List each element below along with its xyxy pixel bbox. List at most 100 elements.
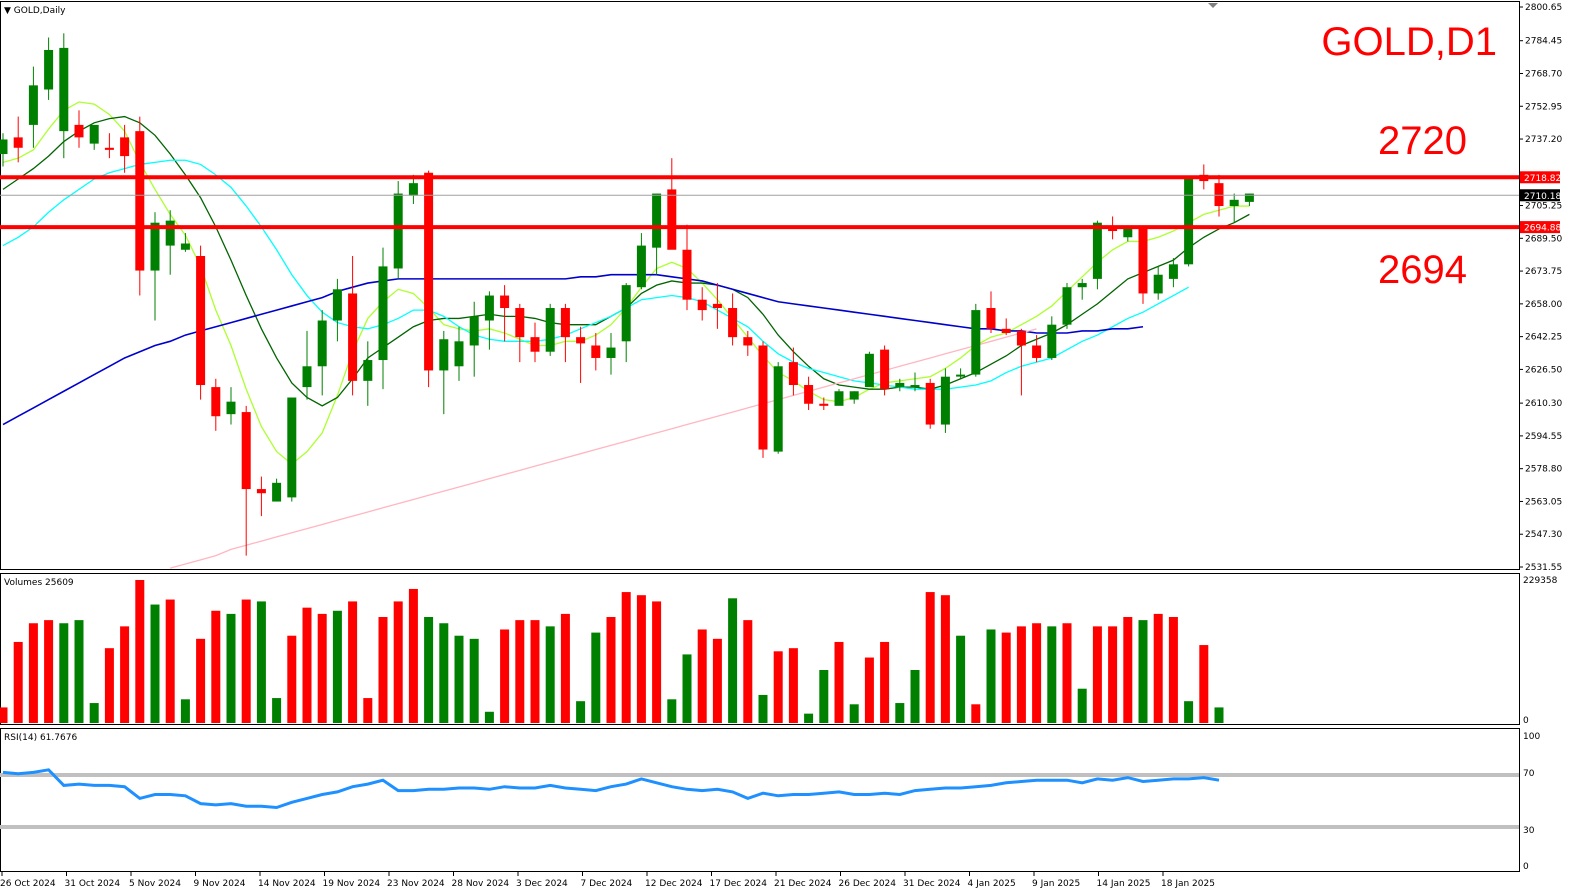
time-tick-label: 9 Jan 2025 — [1032, 879, 1080, 889]
scroll-shift-marker[interactable] — [1208, 3, 1218, 8]
volume-bar — [1001, 632, 1011, 723]
volume-bar — [652, 601, 662, 723]
candle — [454, 326, 464, 381]
level-low-label: 2694 — [1378, 248, 1467, 292]
candle-body — [576, 337, 586, 344]
volume-bar — [545, 626, 555, 723]
price-tick-label: 2689.50 — [1525, 234, 1562, 244]
candle — [0, 133, 8, 167]
volume-bar — [864, 657, 874, 723]
candle — [1062, 283, 1072, 329]
volume-bar — [530, 620, 540, 723]
time-tick-label: 9 Nov 2024 — [194, 879, 246, 889]
volume-bar — [196, 638, 206, 723]
candle-body — [1184, 176, 1194, 265]
candle — [667, 158, 677, 250]
candle — [682, 224, 692, 311]
candle-body — [1047, 324, 1057, 358]
candle-body — [728, 308, 738, 338]
candle-body — [272, 482, 282, 502]
candle — [971, 303, 981, 377]
volume-bar — [104, 648, 114, 723]
chart-title-overlay: GOLD,D1 — [1321, 20, 1497, 64]
moving-average-line — [170, 328, 1037, 569]
candle-body — [758, 345, 768, 450]
volume-bar — [211, 610, 221, 723]
candle — [1184, 176, 1194, 267]
volume-bar — [1168, 617, 1178, 723]
candle-body — [545, 308, 555, 352]
candle — [469, 301, 479, 377]
candle-body — [393, 193, 403, 269]
candle — [484, 291, 494, 350]
level-high-label: 2720 — [1378, 119, 1467, 163]
candle — [530, 322, 540, 363]
candle-body — [256, 489, 266, 494]
candle — [758, 341, 768, 458]
candle — [804, 376, 814, 410]
volume-bar — [363, 698, 373, 723]
candle-body — [408, 183, 418, 196]
candle-body — [302, 366, 312, 388]
candle-body — [560, 308, 570, 338]
candle — [591, 332, 601, 371]
volume-bar — [956, 635, 966, 723]
candle — [1001, 318, 1011, 336]
time-tick-label: 26 Dec 2024 — [839, 879, 897, 889]
candle-body — [880, 349, 890, 390]
candle-body — [1032, 345, 1042, 358]
time-tick-label: 31 Oct 2024 — [65, 879, 121, 889]
candle — [1153, 266, 1163, 300]
price-pane-label: ▼ GOLD,Daily — [4, 6, 66, 16]
volume-bar — [728, 598, 738, 723]
time-tick-label: 21 Dec 2024 — [774, 879, 832, 889]
candle-body — [1123, 228, 1133, 238]
volume-bar — [819, 670, 829, 723]
price-tick-label: 2626.50 — [1525, 365, 1562, 375]
candle-body — [1062, 287, 1072, 325]
volume-bar — [484, 711, 494, 723]
candle-body — [682, 249, 692, 300]
candle-body — [469, 316, 479, 346]
volume-bars — [0, 580, 1224, 723]
price-tick-label: 2673.75 — [1525, 267, 1562, 277]
volume-bar — [712, 638, 722, 723]
volume-bar — [150, 604, 160, 723]
candle — [940, 368, 950, 433]
volume-bar — [348, 601, 358, 723]
volume-bar — [971, 704, 981, 723]
candle-body — [1092, 222, 1102, 279]
time-tick-label: 4 Jan 2025 — [968, 879, 1016, 889]
candle-body — [241, 412, 251, 490]
volume-bar — [332, 610, 342, 723]
symbol-arrow-icon[interactable]: ▼ — [4, 6, 14, 16]
candle-body — [363, 360, 373, 381]
rsi-axis-lower: 30 — [1523, 826, 1535, 836]
volume-bar — [241, 599, 251, 723]
candle — [500, 285, 510, 342]
candle-body — [13, 137, 23, 148]
volume-bar — [424, 617, 434, 723]
rsi-pane-frame — [0, 728, 1520, 872]
candle-body — [74, 124, 84, 138]
price-tick-label: 2737.20 — [1525, 135, 1562, 145]
volume-bar — [773, 651, 783, 723]
candle-body — [120, 137, 130, 157]
volume-bar — [1047, 626, 1057, 723]
rsi-axis-bottom: 0 — [1523, 862, 1529, 872]
candle — [712, 283, 722, 329]
volume-bar — [500, 629, 510, 723]
volume-axis-zero: 0 — [1523, 716, 1529, 726]
volume-bar — [606, 617, 616, 723]
candle — [211, 378, 221, 431]
candle-body — [1229, 199, 1239, 207]
time-tick-label: 19 Nov 2024 — [323, 879, 381, 889]
candle-body — [606, 347, 616, 358]
price-tag — [1520, 221, 1560, 234]
candle-body — [180, 243, 190, 250]
candle — [74, 110, 84, 148]
rsi-line — [2, 768, 1220, 810]
symbol-label: GOLD,Daily — [14, 6, 66, 16]
price-tick-label: 2768.70 — [1525, 69, 1562, 79]
